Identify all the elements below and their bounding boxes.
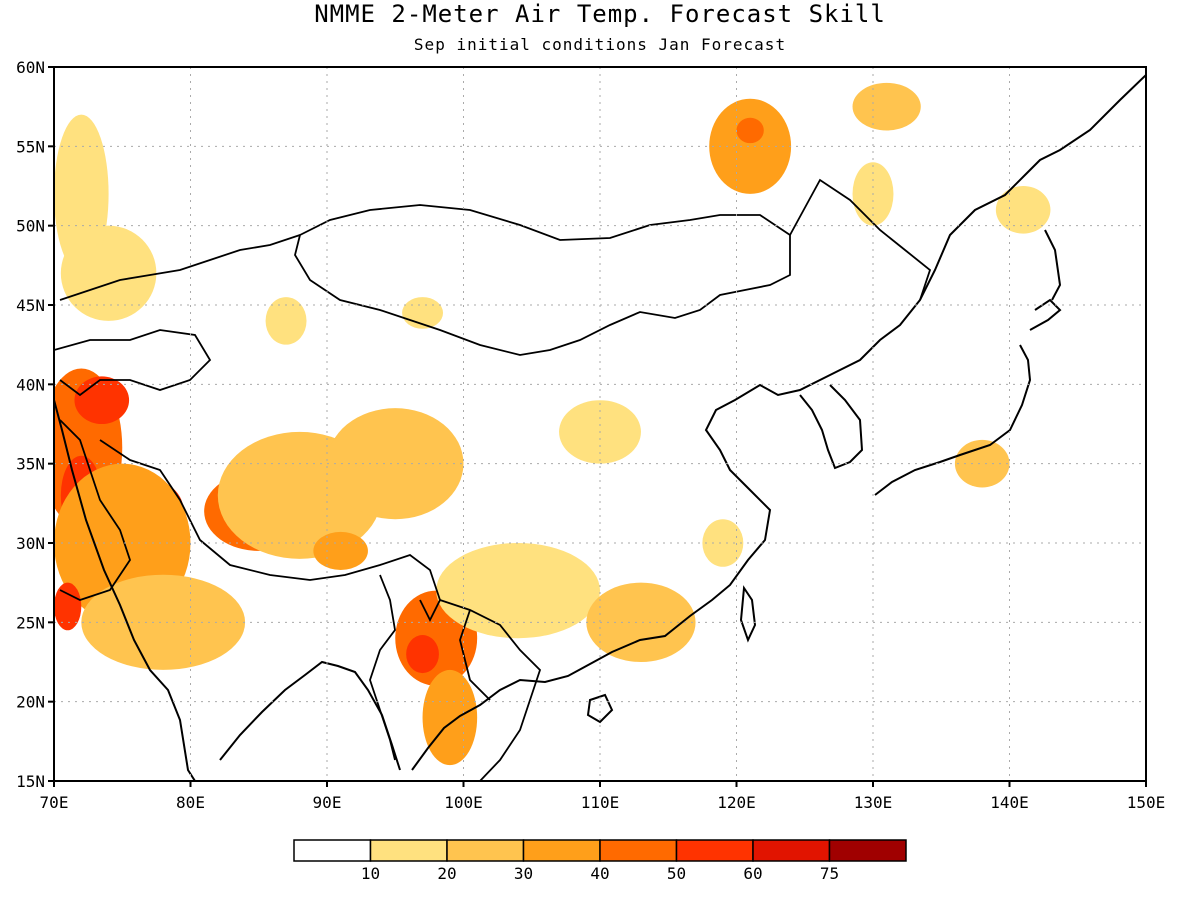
lon-tick-label: 120E: [717, 793, 756, 812]
skill-region-16: [422, 669, 478, 766]
lat-tick-label: 30N: [16, 534, 45, 553]
skill-region-28: [995, 186, 1051, 234]
lat-tick-label: 50N: [16, 217, 45, 236]
colorbar-swatch: [752, 839, 831, 862]
colorbar-swatch: [293, 839, 372, 862]
skill-region-13: [313, 531, 368, 570]
colorbar-swatch: [522, 839, 601, 862]
colorbar-label: 30: [514, 864, 533, 883]
lat-tick-label: 15N: [16, 772, 45, 791]
myanmar-border: [369, 574, 396, 761]
colorbar-label: 10: [361, 864, 380, 883]
coastline-korea: [799, 384, 864, 470]
colorbar-swatch: [599, 839, 678, 862]
skill-region-22: [852, 82, 921, 131]
lon-tick-label: 130E: [854, 793, 893, 812]
colorbar-swatch: [828, 839, 907, 862]
pakistan-border: [59, 419, 131, 601]
skill-regions: [54, 82, 1051, 766]
lon-tick-label: 90E: [313, 793, 342, 812]
china-russia-border: [789, 178, 932, 301]
colorbar-swatch: [675, 839, 754, 862]
lon-tick-label: 140E: [990, 793, 1029, 812]
lon-tick-label: 150E: [1127, 793, 1166, 812]
lat-tick-label: 45N: [16, 296, 45, 315]
colorbar-label: 50: [667, 864, 686, 883]
coastline-hainan: [586, 693, 614, 724]
skill-region-20: [709, 98, 792, 194]
colorbar-label: 40: [590, 864, 609, 883]
lon-tick-label: 80E: [176, 793, 205, 812]
lat-tick-label: 25N: [16, 613, 45, 632]
lat-tick-label: 55N: [16, 137, 45, 156]
colorbar-label: 20: [437, 864, 456, 883]
country-borders: [54, 178, 932, 781]
skill-region-8: [54, 114, 109, 274]
lat-tick-label: 40N: [16, 375, 45, 394]
skill-region-19: [586, 582, 696, 662]
colorbar: 10 20 30 40 50 60 75: [293, 839, 907, 883]
skill-region-1: [74, 376, 130, 425]
map-gridlines: [54, 67, 1146, 781]
kazakhstan-border: [59, 234, 301, 301]
skill-region-21: [736, 117, 764, 144]
colorbar-swatch: [369, 839, 448, 862]
skill-region-27: [702, 519, 744, 567]
lon-tick-label: 70E: [40, 793, 69, 812]
skill-region-5: [81, 574, 246, 670]
mongolia-border: [294, 204, 791, 356]
lon-tick-label: 110E: [581, 793, 620, 812]
tibet-india-border: [99, 439, 441, 623]
skill-region-12: [327, 408, 464, 520]
coastline-japan: [874, 229, 1062, 496]
southeast-asia-border: [439, 599, 542, 781]
skill-region-6: [54, 582, 82, 631]
map-axes: 70E 80E 90E 100E 110E 120E 130E 140E 150E 60N 55N 5…: [16, 58, 1165, 812]
lat-tick-label: 20N: [16, 693, 45, 712]
lat-tick-label: 35N: [16, 455, 45, 474]
colorbar-swatch: [446, 839, 525, 862]
coastline-taiwan: [739, 585, 757, 643]
lat-tick-label: 60N: [16, 58, 45, 77]
colorbar-label: 75: [820, 864, 839, 883]
skill-region-25: [265, 297, 307, 345]
lon-tick-label: 100E: [444, 793, 483, 812]
central-asia-border: [54, 329, 212, 397]
colorbar-label: 60: [743, 864, 762, 883]
skill-region-15: [406, 635, 439, 674]
skill-region-17: [436, 543, 600, 639]
map-title: NMME 2-Meter Air Temp. Forecast Skill: [314, 0, 886, 28]
map-subtitle: Sep initial conditions Jan Forecast: [414, 35, 786, 54]
